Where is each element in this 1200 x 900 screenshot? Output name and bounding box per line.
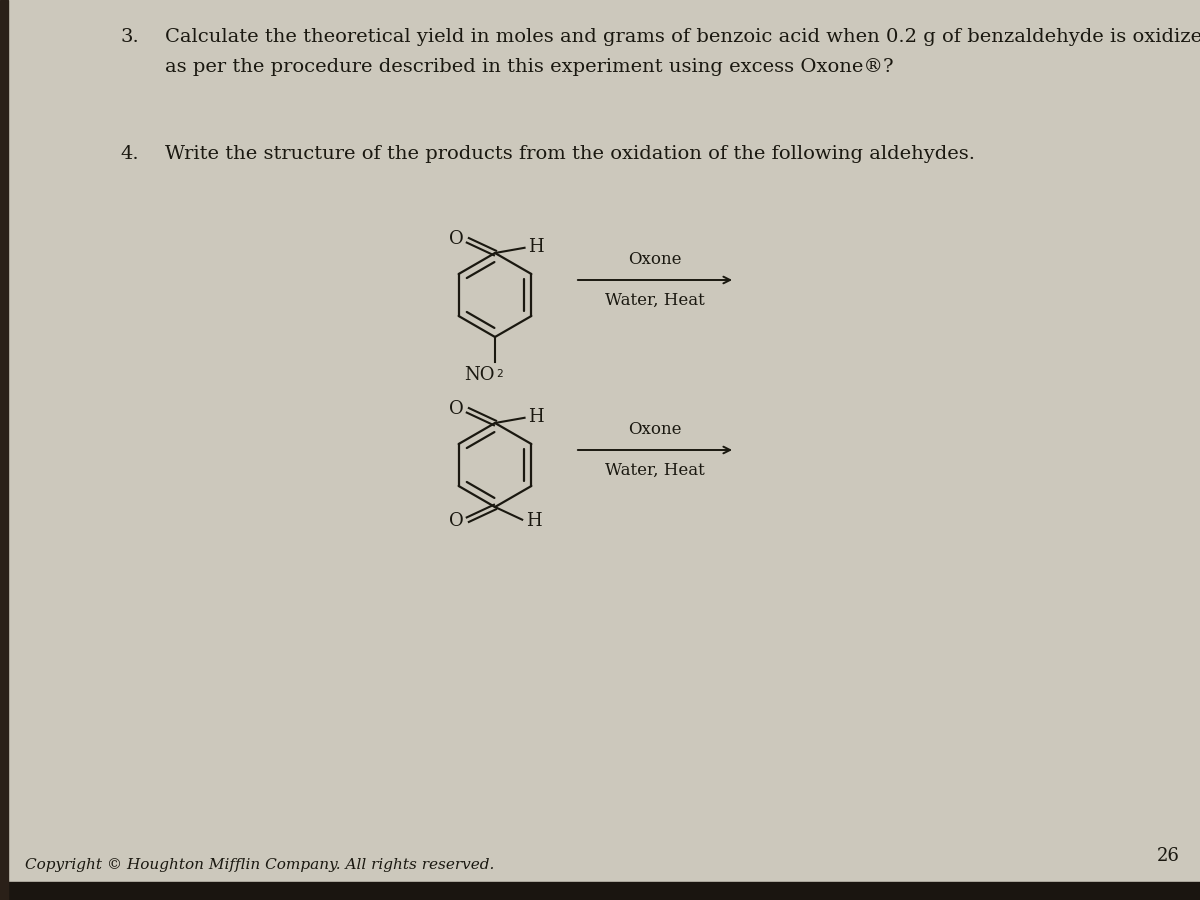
Bar [0, 882, 1200, 900]
Text: NO: NO [464, 366, 496, 384]
Text: 26: 26 [1157, 847, 1180, 865]
Text: $_2$: $_2$ [496, 366, 504, 380]
Text: Calculate the theoretical yield in moles and grams of benzoic acid when 0.2 g of: Calculate the theoretical yield in moles… [166, 28, 1200, 46]
Text: O: O [449, 400, 464, 418]
Text: 3.: 3. [120, 28, 139, 46]
Text: Oxone: Oxone [629, 251, 682, 268]
Text: Water, Heat: Water, Heat [605, 462, 704, 479]
Text: Copyright © Houghton Mifflin Company. All rights reserved.: Copyright © Houghton Mifflin Company. Al… [25, 858, 494, 872]
Text: Write the structure of the products from the oxidation of the following aldehyde: Write the structure of the products from… [166, 145, 974, 163]
Text: Water, Heat: Water, Heat [605, 292, 704, 309]
Text: H: H [528, 408, 544, 426]
Text: Oxone: Oxone [629, 421, 682, 438]
Text: H: H [526, 512, 542, 530]
Text: 4.: 4. [120, 145, 139, 163]
Text: O: O [449, 230, 464, 248]
Text: H: H [528, 238, 544, 256]
Text: O: O [449, 512, 464, 530]
Bar [0, 0, 8, 900]
Text: as per the procedure described in this experiment using excess Oxone®?: as per the procedure described in this e… [166, 58, 894, 76]
